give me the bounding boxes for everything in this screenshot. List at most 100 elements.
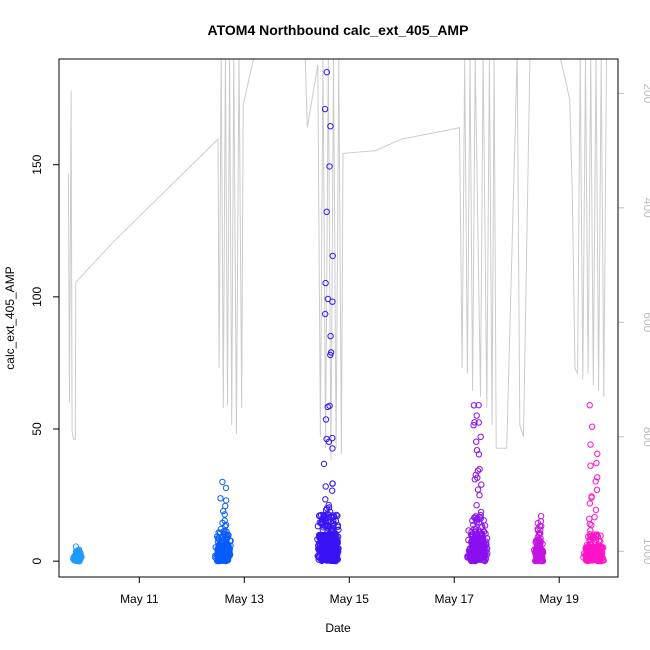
data-point [473, 517, 480, 524]
data-point [323, 208, 330, 216]
data-point [334, 523, 341, 530]
data-point [224, 542, 231, 549]
data-point [218, 534, 225, 542]
data-point [471, 528, 479, 536]
data-point [592, 532, 599, 539]
data-point [73, 552, 81, 559]
y-axis-title: calc_ext_405_AMP [3, 266, 17, 369]
data-point [472, 526, 480, 533]
data-point [473, 502, 480, 509]
data-point [222, 557, 229, 565]
data-point [586, 515, 593, 522]
right-tick-label: 200 [641, 83, 650, 103]
data-point [593, 486, 601, 493]
data-point [324, 554, 331, 561]
data-point [77, 553, 84, 561]
data-point [583, 545, 590, 552]
x-tick-label: May 17 [435, 592, 475, 606]
data-point [221, 534, 229, 541]
x-tick-label: May 11 [120, 592, 159, 606]
data-point [215, 529, 222, 536]
data-point [594, 450, 601, 457]
data-point [319, 544, 326, 551]
data-point [214, 545, 222, 553]
scatter-cluster-2 [212, 478, 234, 565]
data-point [222, 521, 230, 529]
data-point [333, 511, 340, 519]
right-tick-label: 800 [641, 427, 650, 447]
data-point [472, 513, 479, 520]
data-point [478, 481, 485, 488]
scatter-points-layer [70, 69, 607, 565]
data-point [327, 332, 334, 340]
data-point [532, 557, 539, 565]
data-point [222, 535, 230, 542]
data-point [586, 500, 594, 507]
right-tick-label: 400 [641, 198, 650, 218]
data-point [478, 550, 486, 557]
data-point [470, 422, 477, 429]
plot-frame [58, 58, 619, 578]
data-point [590, 551, 598, 558]
data-point [580, 550, 588, 557]
data-point [483, 535, 491, 542]
data-point [219, 478, 226, 486]
data-point [320, 460, 328, 468]
data-point [474, 474, 481, 481]
scatter-cluster-4 [464, 402, 491, 565]
y-tick-label: 100 [30, 287, 44, 307]
data-point [329, 252, 336, 260]
data-point [222, 502, 229, 510]
data-point [583, 542, 590, 549]
data-point [222, 484, 230, 492]
data-point [223, 556, 231, 563]
data-point [218, 554, 225, 561]
data-point [475, 402, 482, 409]
data-point [473, 412, 480, 419]
scatter-cluster-5 [530, 513, 547, 565]
right-tick-label: 1000 [641, 538, 650, 565]
data-point [322, 279, 329, 287]
data-point [534, 527, 542, 534]
data-point [328, 550, 335, 558]
data-point [322, 416, 330, 423]
data-point [329, 480, 336, 487]
data-point [477, 539, 484, 546]
data-point [324, 403, 331, 411]
data-point [325, 501, 332, 509]
data-point [473, 438, 480, 445]
data-point [327, 351, 334, 359]
data-point [587, 462, 594, 469]
data-point [322, 483, 329, 490]
data-point [323, 69, 330, 76]
data-point [588, 423, 596, 430]
data-point [319, 516, 326, 524]
data-point [592, 506, 600, 514]
data-point [586, 537, 593, 544]
data-point [329, 487, 336, 494]
y-tick-label: 50 [30, 422, 44, 436]
data-point [322, 310, 329, 318]
data-point [227, 537, 234, 544]
data-point [469, 543, 477, 550]
data-point [328, 553, 335, 560]
data-point [329, 528, 336, 535]
data-point [76, 557, 83, 565]
data-point [477, 556, 484, 563]
data-point [588, 493, 595, 500]
data-point [315, 556, 322, 563]
data-point [539, 540, 546, 548]
x-tick-label: May 13 [225, 592, 265, 606]
data-point [534, 551, 542, 559]
data-point [320, 555, 327, 562]
data-point [221, 517, 228, 524]
data-point [329, 445, 336, 452]
data-point [468, 533, 476, 541]
data-point [473, 552, 480, 559]
data-point [584, 556, 592, 564]
data-point [326, 533, 333, 540]
data-point [327, 123, 334, 130]
data-point [329, 434, 336, 442]
data-point [534, 536, 541, 543]
